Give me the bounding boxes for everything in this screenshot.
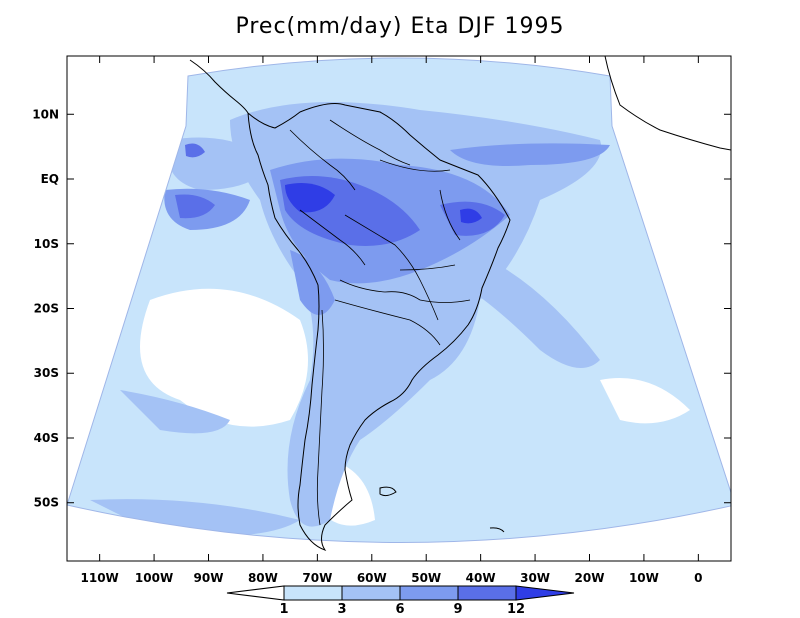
precip-band-3-6-sacz [470,250,600,368]
border-states-1 [439,189,461,241]
coastlines [189,56,731,551]
border-argentina-chile [316,309,324,526]
lat-tick-label: 20S [34,302,59,316]
lon-tick-label: 30W [520,571,550,585]
precip-band-3-6-south [90,499,300,536]
lat-tick-label: 10S [34,237,59,251]
lon-tick-label: 50W [411,571,441,585]
lat-tick-label: 10N [32,107,59,121]
colorbar-segment [399,585,459,601]
border-brazil-north [379,159,451,172]
border-venezuela [329,119,411,166]
border-argentina-north [334,299,441,346]
colorbar: 1 3 6 9 12 [226,585,575,617]
lon-tick-label: 80W [248,571,278,585]
coastline-south-georgia [489,527,505,533]
precip-band-9-12-west-atlantic [185,143,205,158]
border-brazil-west [344,214,439,321]
border-colombia [289,129,356,191]
border-bolivia-south [339,279,421,301]
precip-field [67,58,731,543]
lon-tick-label: 110W [81,571,119,585]
map-area [67,56,731,551]
precip-band-12-plus-east [460,208,482,224]
colorbar-label: 1 [279,602,288,617]
lon-tick-label: 10W [629,571,659,585]
map-title: Prec(mm/day) Eta DJF 1995 [235,14,565,39]
colorbar-segment [457,585,517,601]
lat-tick-label: 50S [34,496,59,510]
colorbar-above-triangle [515,585,575,601]
colorbar-label: 6 [395,602,404,617]
lon-tick-label: 20W [575,571,605,585]
precip-band-6-9-andes [290,250,335,315]
country-borders [289,119,471,526]
lat-tick-label: 30S [34,366,59,380]
coastline-south-america [247,103,511,551]
lon-tick-label: 0 [694,571,702,585]
colorbar-segment [341,585,401,601]
border-peru-bolivia [299,209,366,266]
longitude-axis: 110W 100W 90W 80W 70W 60W 50W 40W 30W 20W 10W 0 [81,56,703,585]
colorbar-segment [283,585,343,601]
colorbar-label: 9 [453,602,462,617]
precip-band-3-6-southwest [120,390,230,434]
lat-tick-label: EQ [41,172,59,186]
colorbar-label: 3 [337,602,346,617]
domain-boundary [67,57,731,543]
colorbar-label: 12 [507,602,525,617]
border-states-2 [399,264,456,271]
coastline-central-america [189,59,249,114]
dry-region-pacific [140,288,308,427]
latitude-axis: 10N EQ 10S 20S 30S 40S 50S [32,107,731,510]
lon-tick-label: 40W [466,571,496,585]
lon-tick-label: 100W [135,571,173,585]
border-states-3 [419,299,471,303]
colorbar-below-triangle [226,585,285,601]
coastline-falklands [379,486,397,497]
lon-tick-label: 60W [357,571,387,585]
lat-tick-label: 40S [34,431,59,445]
precip-band-12-plus-amazon [285,182,335,213]
precip-band-9-12-pacific [175,194,215,219]
dry-region-south-atlantic [600,378,690,424]
lon-tick-label: 90W [194,571,224,585]
coastline-africa [604,56,731,151]
lon-tick-label: 70W [302,571,332,585]
precip-band-6-9-atlantic-itcz [450,143,610,166]
